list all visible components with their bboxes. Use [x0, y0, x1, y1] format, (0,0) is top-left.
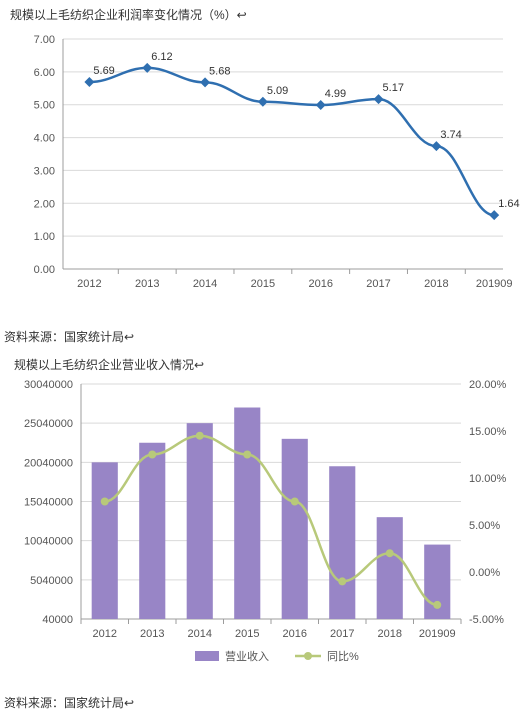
chart1-data-label: 5.09 [267, 85, 288, 97]
chart1-source: 资料来源：国家统计局↩ [4, 328, 134, 345]
chart2-line-marker [148, 451, 156, 459]
svg-text:2012: 2012 [93, 628, 117, 640]
chart1-series-line [89, 68, 494, 215]
chart1-data-label: 1.64 [498, 198, 519, 210]
chart1-line-chart: 0.00 1.00 2.00 3.00 4.00 5.00 6.00 7.00 2012 2013… [8, 24, 523, 299]
chart1-data-label: 6.12 [151, 51, 172, 63]
chart1-title: 规模以上毛纺织企业利润率变化情况（%）↩ [10, 6, 247, 23]
chart2-barline-chart: 40000 5040000 10040000 15040000 20040000 2504… [6, 374, 516, 674]
svg-text:-5.00%: -5.00% [469, 614, 504, 626]
chart2-bar [282, 439, 308, 619]
chart1-marker [200, 77, 210, 87]
svg-text:2016: 2016 [308, 278, 332, 290]
svg-text:15.00%: 15.00% [469, 426, 507, 438]
svg-text:40000: 40000 [42, 614, 73, 626]
svg-text:25040000: 25040000 [24, 418, 73, 430]
chart2-line-marker [386, 549, 394, 557]
svg-text:3.00: 3.00 [34, 165, 55, 177]
legend-swatch-bar [195, 651, 219, 661]
svg-text:0.00: 0.00 [34, 264, 55, 276]
chart1-marker [316, 100, 326, 110]
legend-label-line: 同比% [327, 650, 359, 663]
chart2-line-marker [243, 451, 251, 459]
svg-text:5.00%: 5.00% [469, 520, 500, 532]
svg-text:2014: 2014 [188, 628, 212, 640]
svg-text:201909: 201909 [476, 278, 513, 290]
chart2-line-marker [196, 432, 204, 440]
svg-text:10.00%: 10.00% [469, 473, 507, 485]
chart2-line-marker [101, 498, 109, 506]
chart1-data-label: 5.17 [383, 82, 404, 94]
svg-text:2017: 2017 [366, 278, 390, 290]
svg-text:2015: 2015 [251, 278, 275, 290]
chart2-source: 资料来源：国家统计局↩ [4, 694, 134, 711]
svg-text:201909: 201909 [419, 628, 456, 640]
chart2-bar [92, 462, 118, 619]
svg-text:2013: 2013 [135, 278, 159, 290]
legend-label-bar: 营业收入 [225, 649, 269, 663]
svg-text:2016: 2016 [283, 628, 307, 640]
svg-text:6.00: 6.00 [34, 67, 55, 79]
svg-text:15040000: 15040000 [24, 497, 73, 509]
svg-text:5040000: 5040000 [30, 575, 73, 587]
chart2-line-marker [291, 498, 299, 506]
chart1-data-label: 5.69 [93, 65, 114, 77]
chart2-bar [329, 466, 355, 619]
chart1-data-label: 4.99 [325, 88, 346, 100]
svg-text:2012: 2012 [77, 278, 101, 290]
chart1-marker [431, 141, 441, 151]
chart2-line-marker [338, 577, 346, 585]
chart1-data-label: 5.68 [209, 65, 230, 77]
chart2-bar [377, 517, 403, 619]
svg-text:2015: 2015 [235, 628, 259, 640]
svg-text:2017: 2017 [330, 628, 354, 640]
svg-text:10040000: 10040000 [24, 536, 73, 548]
chart1-marker [84, 77, 94, 87]
svg-text:20.00%: 20.00% [469, 379, 507, 391]
chart2-bar [187, 423, 213, 619]
chart2-bar [234, 408, 260, 620]
svg-text:2018: 2018 [378, 628, 402, 640]
chart2-title: 规模以上毛纺织企业营业收入情况↩ [14, 356, 204, 373]
chart2-bar [139, 443, 165, 619]
svg-text:20040000: 20040000 [24, 457, 73, 469]
svg-text:30040000: 30040000 [24, 379, 73, 391]
legend-swatch-line-marker [304, 652, 312, 660]
svg-text:1.00: 1.00 [34, 231, 55, 243]
svg-text:2.00: 2.00 [34, 198, 55, 210]
chart2-line-marker [433, 601, 441, 609]
svg-text:0.00%: 0.00% [469, 567, 500, 579]
chart1-marker [374, 94, 384, 104]
chart1-marker [489, 210, 499, 220]
svg-text:2014: 2014 [193, 278, 217, 290]
svg-text:2013: 2013 [140, 628, 164, 640]
svg-text:2018: 2018 [424, 278, 448, 290]
chart1-marker [258, 97, 268, 107]
svg-text:5.00: 5.00 [34, 100, 55, 112]
svg-text:7.00: 7.00 [34, 34, 55, 46]
chart2-legend: 营业收入 同比% [195, 649, 359, 663]
svg-text:4.00: 4.00 [34, 133, 55, 145]
chart1-data-label: 3.74 [440, 129, 461, 141]
